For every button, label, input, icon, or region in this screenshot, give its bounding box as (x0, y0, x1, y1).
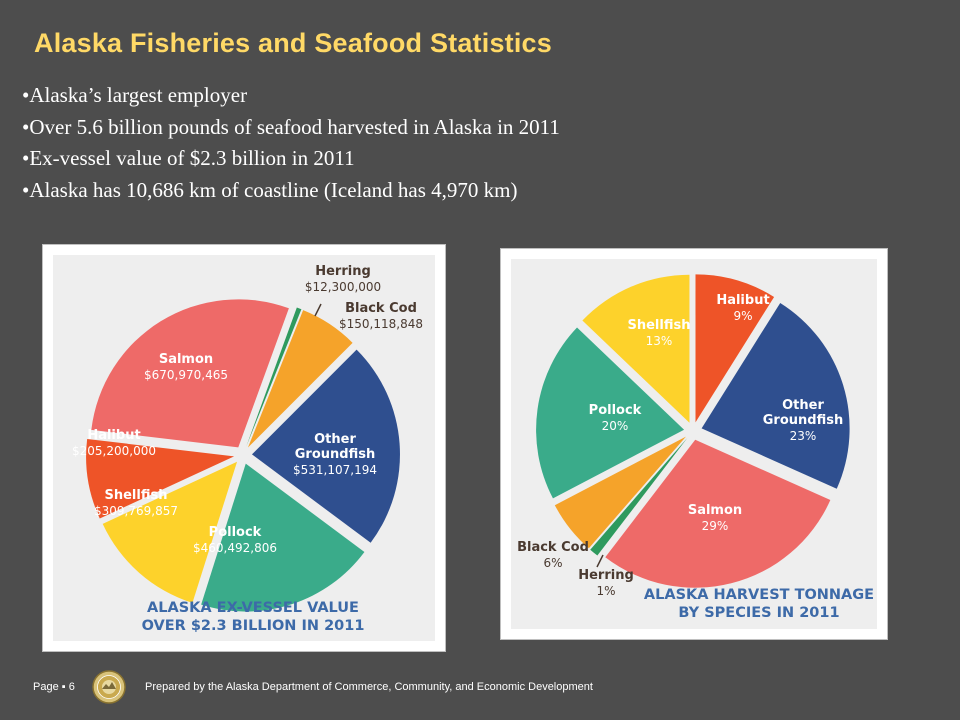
slice-name-halibut: Halibut (87, 428, 140, 443)
pie-slice-pollock (536, 327, 685, 499)
bullet-item: Ex-vessel value of $2.3 billion in 2011 (22, 143, 560, 175)
chart-caption-line: ALASKA EX-VESSEL VALUE (147, 600, 359, 616)
slice-value-other-groundfish: 23% (790, 429, 817, 443)
slice-value-pollock: 20% (602, 419, 629, 433)
bullet-item: Alaska has 10,686 km of coastline (Icela… (22, 175, 560, 207)
footer: Page ▪ 6 Prepared by the Alaska Departme… (0, 670, 960, 706)
bullet-item: Over 5.6 billion pounds of seafood harve… (22, 112, 560, 144)
slice-label-black-cod: Black Cod 6% (517, 540, 589, 570)
pie-slice-pollock (201, 463, 365, 612)
slice-value-herring: 1% (596, 584, 615, 598)
pie-slice-herring (246, 307, 302, 447)
pie-slice-halibut (86, 438, 235, 519)
slice-name-salmon: Salmon (159, 352, 213, 367)
slice-label-halibut: Halibut $205,200,000 (72, 428, 156, 458)
slice-name-other-groundfish: Other (314, 432, 356, 447)
leader-line-herring (314, 303, 322, 317)
slice-value-halibut: $205,200,000 (72, 444, 156, 458)
tonnage-chart-panel: Halibut 9% Other Groundfish 23% Salmon 29% Herr… (500, 248, 888, 640)
slice-name-other-groundfish: Groundfish (295, 447, 375, 462)
pie-slice-black-cod (554, 436, 686, 549)
chart-caption-line: ALASKA HARVEST TONNAGE (644, 587, 874, 603)
slice-value-salmon: 29% (702, 519, 729, 533)
slice-name-halibut: Halibut (716, 293, 769, 308)
pie-slice-shellfish (582, 274, 690, 423)
slice-value-shellfish: 13% (646, 334, 673, 348)
slice-value-pollock: $460,492,806 (193, 541, 277, 555)
leader-line-herring (596, 554, 604, 568)
pie-slice-herring (590, 437, 688, 556)
bullet-item: Alaska’s largest employer (22, 80, 560, 112)
slice-label-black-cod: Black Cod $150,118,848 (339, 301, 423, 331)
slice-label-halibut: Halibut 9% (716, 293, 769, 323)
pie-slice-other-groundfish (251, 349, 400, 543)
slice-value-halibut: 9% (733, 309, 752, 323)
slice-name-herring: Herring (578, 568, 634, 583)
slice-name-pollock: Pollock (209, 525, 262, 540)
slice-name-other-groundfish: Groundfish (763, 413, 843, 428)
slice-label-salmon: Salmon 29% (688, 503, 742, 533)
chart-caption-line: OVER $2.3 BILLION IN 2011 (142, 618, 365, 634)
slice-label-other-groundfish: Other Groundfish 23% (763, 398, 843, 443)
slice-name-herring: Herring (315, 264, 371, 279)
tonnage-chart-area: Halibut 9% Other Groundfish 23% Salmon 29% Herr… (511, 259, 877, 629)
pie-slice-salmon (605, 439, 831, 588)
slice-label-herring: Herring 1% (578, 568, 634, 598)
pie-slice-salmon (91, 299, 289, 448)
slice-value-black-cod: 6% (543, 556, 562, 570)
slice-label-pollock: Pollock $460,492,806 (193, 525, 277, 555)
slice-name-other-groundfish: Other (782, 398, 824, 413)
slice-value-shellfish: $309,769,857 (94, 504, 178, 518)
state-seal-icon (92, 670, 126, 704)
pie-slice-black-cod (247, 310, 353, 448)
pie-slice-other-groundfish (701, 302, 850, 489)
bullet-list: Alaska’s largest employer Over 5.6 billi… (22, 80, 560, 206)
slice-label-herring: Herring $12,300,000 (305, 264, 381, 294)
value-pie-chart: Herring $12,300,000 Black Cod $150,118,848 O… (72, 264, 423, 634)
prepared-by-text: Prepared by the Alaska Department of Com… (145, 681, 593, 693)
slice-label-other-groundfish: Other Groundfish $531,107,194 (293, 432, 377, 477)
slice-value-other-groundfish: $531,107,194 (293, 463, 377, 477)
chart-caption-line: BY SPECIES IN 2011 (678, 605, 839, 621)
pie-slice-shellfish (102, 461, 238, 603)
slice-value-black-cod: $150,118,848 (339, 317, 423, 331)
slice-value-salmon: $670,970,465 (144, 368, 228, 382)
tonnage-pie-chart: Halibut 9% Other Groundfish 23% Salmon 29% Herr… (517, 274, 874, 621)
slice-value-herring: $12,300,000 (305, 280, 381, 294)
pie-slice-halibut (695, 274, 775, 423)
slice-name-black-cod: Black Cod (517, 540, 589, 555)
slice-name-black-cod: Black Cod (345, 301, 417, 316)
slice-name-pollock: Pollock (589, 403, 642, 418)
slice-label-salmon: Salmon $670,970,465 (144, 352, 228, 382)
slice-name-shellfish: Shellfish (628, 318, 691, 333)
value-chart-panel: Herring $12,300,000 Black Cod $150,118,848 O… (42, 244, 446, 652)
slice-label-shellfish: Shellfish 13% (628, 318, 691, 348)
slice-name-salmon: Salmon (688, 503, 742, 518)
slide-title: Alaska Fisheries and Seafood Statistics (34, 28, 552, 58)
slice-label-pollock: Pollock 20% (589, 403, 642, 433)
page-number: Page ▪ 6 (33, 681, 75, 693)
value-chart-area: Herring $12,300,000 Black Cod $150,118,848 O… (53, 255, 435, 641)
slice-label-shellfish: Shellfish $309,769,857 (94, 488, 178, 518)
slice-name-shellfish: Shellfish (105, 488, 168, 503)
